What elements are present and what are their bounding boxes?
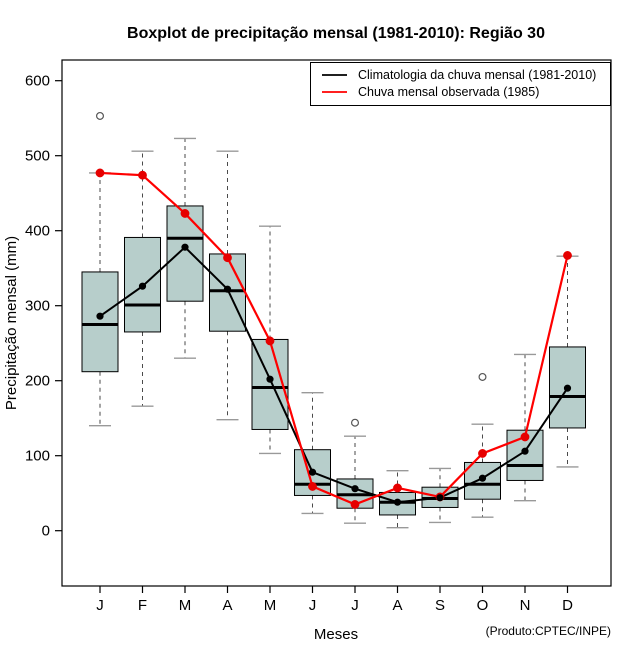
x-tick-label-J: J <box>309 597 317 614</box>
climatology-point <box>478 474 487 482</box>
observed-point <box>265 336 275 346</box>
observed-point <box>478 449 487 458</box>
iqr-box <box>166 205 204 302</box>
climatology-point <box>393 498 402 506</box>
y-tick-label: 100 <box>25 448 50 465</box>
y-tick-label: 600 <box>25 73 50 90</box>
x-tick-label-N: N <box>520 597 531 614</box>
observed-point <box>350 500 360 509</box>
y-tick-label: 0 <box>42 523 50 540</box>
chart-title: Boxplot de precipitação mensal (1981-201… <box>127 25 545 42</box>
outlier-point <box>351 418 360 427</box>
climatology-point <box>223 285 232 293</box>
footnote-producer: (Produto:CPTEC/INPE) <box>486 624 611 638</box>
climatology-point <box>181 243 189 251</box>
climatology-point <box>266 375 274 383</box>
x-tick-label-F: F <box>138 597 147 614</box>
y-tick-label: 300 <box>25 298 50 315</box>
x-axis-label: Meses <box>314 626 358 643</box>
boxplot-month-M-2 <box>166 137 204 359</box>
climatology-point <box>521 447 529 455</box>
plot-area: 0 100 200 300 400 500 600 J F M A M J J A S O N D <box>25 59 612 614</box>
x-tick-label-A: A <box>222 597 232 614</box>
x-tick-label-J: J <box>351 597 359 614</box>
iqr-box <box>81 271 119 373</box>
observed-point <box>308 482 317 491</box>
y-tick-label: 400 <box>25 223 50 240</box>
legend-border <box>310 62 611 106</box>
observed-point <box>95 168 105 178</box>
outlier-point <box>95 111 104 120</box>
observed-line <box>99 171 569 506</box>
observed-point <box>520 432 530 442</box>
climatology-point <box>308 468 317 476</box>
climatology-point <box>436 494 444 502</box>
x-tick-label-D: D <box>562 597 573 614</box>
legend-label-observed: Chuva mensal observada (1985) <box>358 85 539 99</box>
y-axis-label: Precipitação mensal (mm) <box>3 236 20 410</box>
climatology-point <box>563 384 572 392</box>
x-tick-label-J: J <box>96 597 104 614</box>
legend: Climatologia da chuva mensal (1981-2010)… <box>310 62 611 106</box>
observed-point <box>138 170 147 180</box>
legend-label-climatology: Climatologia da chuva mensal (1981-2010) <box>358 68 596 82</box>
climatology-point <box>138 282 147 290</box>
y-tick-label: 200 <box>25 373 50 390</box>
x-tick-label-A: A <box>392 597 402 614</box>
observed-point <box>393 483 402 493</box>
y-tick-label: 500 <box>25 148 50 165</box>
outlier-point <box>478 372 487 381</box>
boxplot-month-J-0 <box>81 111 119 427</box>
x-tick-label-O: O <box>477 597 489 614</box>
x-tick-label-S: S <box>435 597 445 614</box>
observed-point <box>563 251 572 260</box>
climatology-point <box>351 485 359 493</box>
climatology-point <box>96 312 104 320</box>
x-tick-label-M: M <box>264 597 277 614</box>
observed-point <box>180 209 190 218</box>
x-tick-label-M: M <box>179 597 192 614</box>
observed-point <box>223 253 232 263</box>
climatology-line <box>99 245 569 504</box>
